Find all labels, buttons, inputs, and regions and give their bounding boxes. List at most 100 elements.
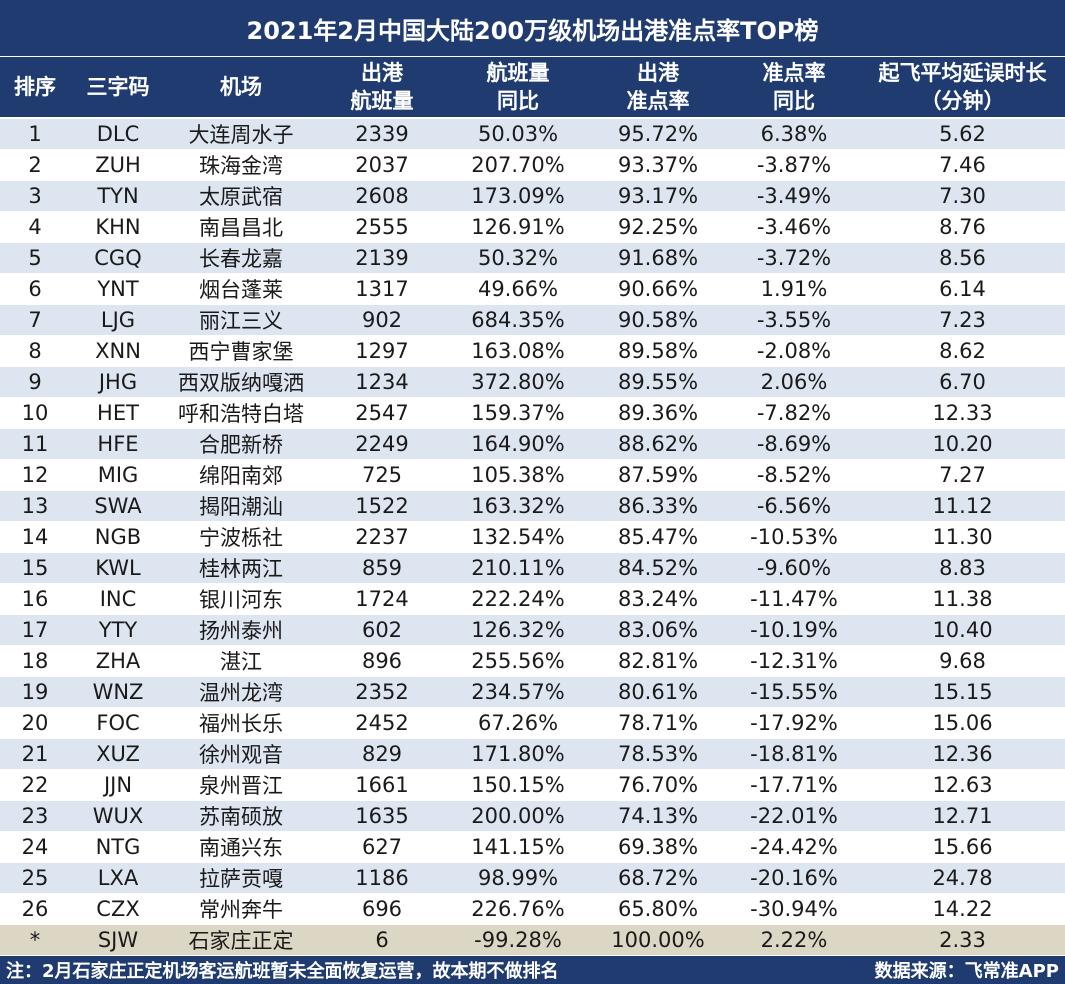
table-row: 7 LJG 丽江三义 902 684.35% 90.58% -3.55% 7.23 [0, 305, 1065, 336]
cell-ontime-rate: 74.13% [617, 804, 699, 828]
cell-rank: 13 [21, 494, 49, 518]
cell-ontime-rate: 89.36% [617, 401, 699, 425]
cell-rank: 9 [28, 370, 42, 394]
cell-rank: 23 [21, 804, 49, 828]
cell-ontime-rate: 65.80% [617, 897, 699, 921]
cell-rank: 5 [28, 246, 42, 270]
cell-code: YNT [97, 277, 139, 301]
cell-ontime-yoy: -6.56% [756, 494, 832, 518]
cell-flights-yoy: 171.80% [471, 742, 565, 766]
header-ontime-yoy: 准点率 同比 [762, 61, 826, 113]
cell-ontime-yoy: -3.72% [756, 246, 832, 270]
table-body: 1 DLC 大连周水子 2339 50.03% 95.72% 6.38% 5.62 2 ZUH 珠海… [0, 119, 1065, 956]
cell-rank: * [29, 928, 41, 952]
cell-avg-delay: 8.83 [939, 556, 986, 580]
cell-ontime-yoy: 2.22% [760, 928, 828, 952]
cell-ontime-rate: 90.58% [617, 308, 699, 332]
cell-departures: 2608 [355, 184, 409, 208]
cell-airport: 合肥新桥 [199, 433, 283, 457]
cell-code: ZUH [95, 153, 141, 177]
cell-ontime-rate: 93.17% [617, 184, 699, 208]
cell-ontime-rate: 76.70% [617, 773, 699, 797]
cell-rank: 18 [21, 649, 49, 673]
cell-avg-delay: 15.66 [932, 835, 993, 859]
table-row: 2 ZUH 珠海金湾 2037 207.70% 93.37% -3.87% 7.46 [0, 150, 1065, 181]
header-flights-yoy: 航班量 同比 [486, 61, 550, 113]
cell-ontime-rate: 90.66% [617, 277, 699, 301]
cell-rank: 3 [28, 184, 42, 208]
cell-departures: 2352 [355, 680, 409, 704]
cell-ontime-rate: 92.25% [617, 215, 699, 239]
cell-departures: 2237 [355, 525, 409, 549]
table-row: 12 MIG 绵阳南郊 725 105.38% 87.59% -8.52% 7.27 [0, 460, 1065, 491]
cell-departures: 902 [361, 308, 403, 332]
table-title: 2021年2月中国大陆200万级机场出港准点率TOP榜 [0, 0, 1065, 57]
cell-departures: 602 [361, 618, 403, 642]
cell-ontime-yoy: -2.08% [756, 339, 832, 363]
cell-code: NGB [94, 525, 142, 549]
cell-code: NTG [95, 835, 141, 859]
cell-avg-delay: 10.40 [932, 618, 993, 642]
cell-rank: 19 [21, 680, 49, 704]
cell-airport: 绵阳南郊 [199, 464, 283, 488]
cell-code: ZHA [95, 649, 141, 673]
cell-ontime-rate: 85.47% [617, 525, 699, 549]
cell-avg-delay: 6.70 [939, 370, 986, 394]
cell-departures: 1297 [355, 339, 409, 363]
cell-rank: 11 [21, 432, 49, 456]
cell-departures: 6 [375, 928, 389, 952]
cell-flights-yoy: 222.24% [471, 587, 565, 611]
table-row: 25 LXA 拉萨贡嘎 1186 98.99% 68.72% -20.16% 24.78 [0, 863, 1065, 894]
cell-flights-yoy: 207.70% [471, 153, 565, 177]
cell-avg-delay: 11.12 [932, 494, 993, 518]
cell-rank: 1 [28, 122, 42, 146]
cell-ontime-rate: 83.24% [617, 587, 699, 611]
cell-airport: 长春龙嘉 [199, 247, 283, 271]
cell-departures: 2139 [355, 246, 409, 270]
cell-ontime-yoy: -15.55% [750, 680, 838, 704]
header-row: 排序 三字码 机场 出港 航班量 航班量 同比 出港 准点率 准点率 同比 起飞平均延误… [0, 57, 1065, 119]
cell-ontime-yoy: -7.82% [756, 401, 832, 425]
cell-departures: 2547 [355, 401, 409, 425]
cell-avg-delay: 15.15 [932, 680, 993, 704]
cell-departures: 1234 [355, 370, 409, 394]
cell-code: INC [99, 587, 137, 611]
table-row: 15 KWL 桂林两江 859 210.11% 84.52% -9.60% 8.83 [0, 553, 1065, 584]
cell-flights-yoy: 200.00% [471, 804, 565, 828]
table-row: 6 YNT 烟台蓬莱 1317 49.66% 90.66% 1.91% 6.14 [0, 274, 1065, 305]
cell-airport: 呼和浩特白塔 [178, 402, 304, 426]
table-row: 19 WNZ 温州龙湾 2352 234.57% 80.61% -15.55% 15.15 [0, 677, 1065, 708]
cell-code: KHN [95, 215, 141, 239]
cell-departures: 1635 [355, 804, 409, 828]
cell-ontime-yoy: -20.16% [750, 866, 838, 890]
cell-departures: 896 [361, 649, 403, 673]
cell-code: FOC [96, 711, 140, 735]
cell-avg-delay: 8.56 [939, 246, 986, 270]
table-row: 18 ZHA 湛江 896 255.56% 82.81% -12.31% 9.68 [0, 646, 1065, 677]
cell-airport: 石家庄正定 [188, 929, 294, 953]
cell-avg-delay: 10.20 [932, 432, 993, 456]
cell-flights-yoy: 126.91% [471, 215, 565, 239]
cell-departures: 1724 [355, 587, 409, 611]
cell-departures: 2249 [355, 432, 409, 456]
cell-avg-delay: 12.33 [932, 401, 993, 425]
cell-ontime-rate: 78.71% [617, 711, 699, 735]
cell-rank: 17 [21, 618, 49, 642]
cell-avg-delay: 12.63 [932, 773, 993, 797]
cell-ontime-yoy: -10.53% [750, 525, 838, 549]
cell-ontime-yoy: -17.92% [750, 711, 838, 735]
cell-avg-delay: 7.27 [939, 463, 986, 487]
cell-departures: 829 [361, 742, 403, 766]
cell-ontime-rate: 82.81% [617, 649, 699, 673]
cell-code: DLC [96, 122, 140, 146]
cell-airport: 福州长乐 [199, 712, 283, 736]
cell-ontime-rate: 69.38% [617, 835, 699, 859]
cell-rank: 24 [21, 835, 49, 859]
cell-code: LXA [97, 866, 139, 890]
cell-ontime-yoy: -8.52% [756, 463, 832, 487]
cell-code: WUX [92, 804, 144, 828]
cell-code: HFE [97, 432, 139, 456]
cell-ontime-rate: 100.00% [611, 928, 705, 952]
header-code: 三字码 [86, 75, 150, 99]
